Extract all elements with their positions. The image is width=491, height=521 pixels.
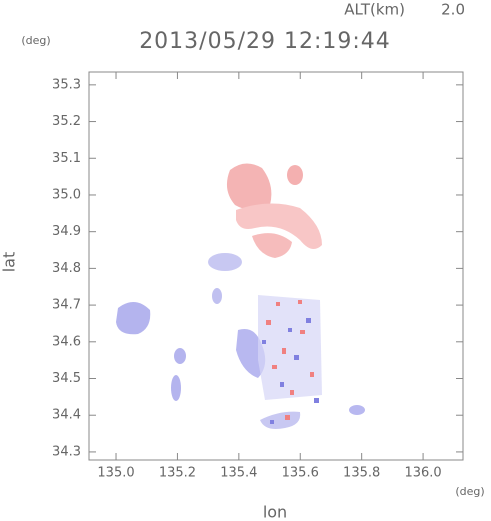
x-axis-label: lon bbox=[263, 503, 287, 521]
y-tick-label: 35.2 bbox=[52, 114, 81, 129]
y-axis-label: lat bbox=[0, 252, 19, 273]
x-tick-label: 135.2 bbox=[159, 466, 196, 481]
x-tick-label: 135.4 bbox=[220, 466, 257, 481]
y-tick-label: 34.4 bbox=[52, 408, 81, 423]
y-tick-label: 35.0 bbox=[52, 187, 81, 202]
chart-title: 2013/05/29 12:19:44 bbox=[139, 29, 391, 54]
plot-frame bbox=[88, 71, 464, 461]
x-tick-label: 135.6 bbox=[282, 466, 319, 481]
y-tick-label: 35.3 bbox=[52, 77, 81, 92]
x-unit: (deg) bbox=[455, 485, 484, 498]
y-tick-label: 34.9 bbox=[52, 224, 81, 239]
y-tick-label: 34.7 bbox=[52, 298, 81, 313]
y-tick-label: 34.5 bbox=[52, 371, 81, 386]
y-tick-label: 34.6 bbox=[52, 334, 81, 349]
y-unit: (deg) bbox=[21, 34, 50, 47]
y-tick-label: 34.3 bbox=[52, 444, 81, 459]
x-tick-label: 136.0 bbox=[404, 466, 441, 481]
altitude-label: ALT(km) bbox=[344, 1, 405, 19]
altitude-value: 2.0 bbox=[441, 1, 465, 19]
x-tick-label: 135.0 bbox=[97, 466, 134, 481]
y-tick-label: 34.8 bbox=[52, 261, 81, 276]
echo-regions bbox=[116, 163, 365, 429]
y-tick-label: 35.1 bbox=[52, 151, 81, 166]
x-tick-label: 135.8 bbox=[343, 466, 380, 481]
